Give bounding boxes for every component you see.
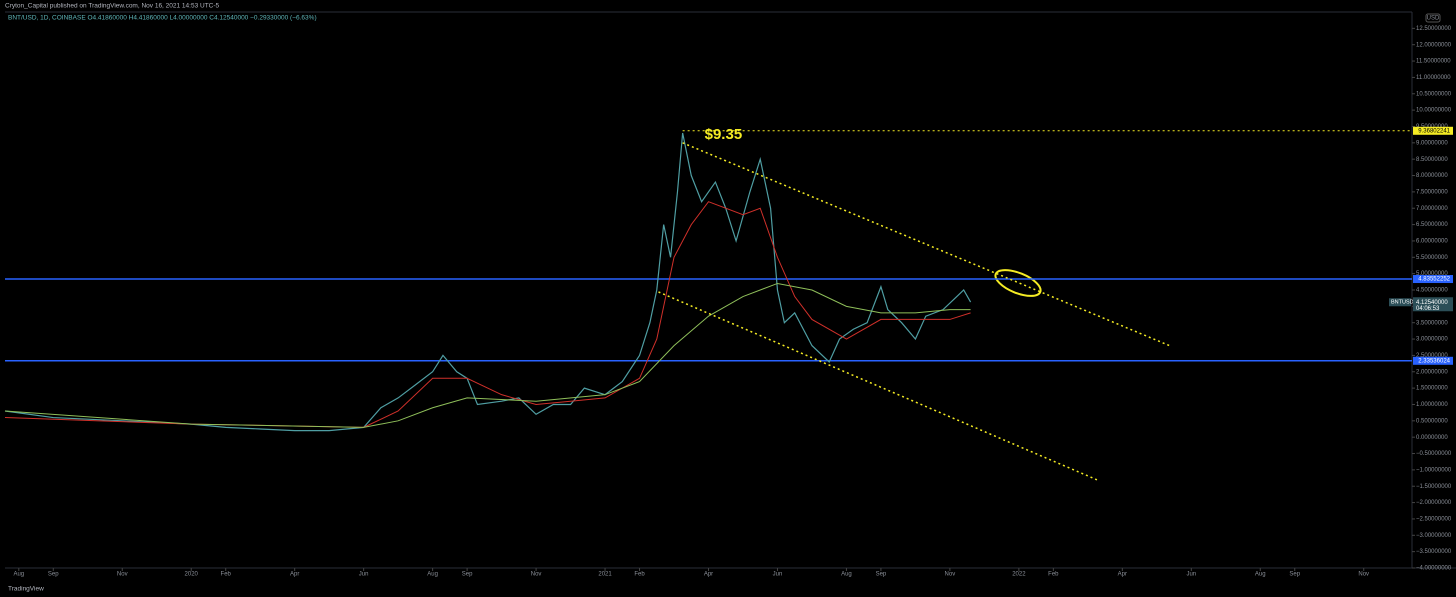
x-tick-label: Feb: [634, 572, 645, 578]
y-tick-label: 11.50000000: [1416, 59, 1451, 65]
y-tick-label: 7.50000000: [1416, 189, 1448, 195]
currency-box: [1425, 13, 1441, 23]
y-tick-label: 3.50000000: [1416, 320, 1448, 326]
x-tick-label: Aug: [13, 572, 24, 578]
x-tick-label: Feb: [1048, 572, 1059, 578]
x-tick-label: Jun: [1186, 572, 1196, 578]
symbol-legend: BNT/USD, 1D, COINBASE O4.41860000 H4.418…: [8, 15, 317, 22]
y-tick-label: −1.50000000: [1416, 484, 1452, 490]
y-tick-label: −2.50000000: [1416, 517, 1452, 523]
y-tick-label: −1.00000000: [1416, 467, 1452, 473]
y-tick-label: 6.50000000: [1416, 222, 1448, 228]
price-line: [4, 132, 972, 432]
x-tick-label: Nov: [117, 572, 128, 578]
trendline: [682, 142, 1171, 347]
y-tick-label: −4.00000000: [1416, 566, 1452, 572]
price-tag: [1413, 297, 1453, 312]
x-tick-label: 2021: [598, 572, 612, 578]
x-tick-label: Sep: [876, 572, 887, 578]
y-tick-label: 9.00000000: [1416, 140, 1448, 146]
y-tick-label: 11.00000000: [1416, 75, 1451, 81]
annotation: $9.35: [705, 126, 743, 143]
y-tick-label: 0.50000000: [1416, 418, 1448, 424]
currency: USD: [1427, 16, 1440, 22]
y-tick-label: 2.50000000: [1416, 353, 1448, 359]
y-tick-label: 12.50000000: [1416, 26, 1452, 32]
y-tick-label: −0.50000000: [1416, 451, 1452, 457]
x-tick-label: Jun: [773, 572, 783, 578]
y-tick-label: 2.00000000: [1416, 369, 1448, 375]
symbol-tag: [1389, 298, 1411, 307]
y-tick-label: 8.00000000: [1416, 173, 1448, 179]
x-tick-label: Sep: [462, 572, 473, 578]
price-line: [4, 201, 971, 428]
level-label: 4.83552252: [1418, 277, 1450, 283]
level-tag: [1413, 275, 1453, 284]
x-tick-label: Nov: [1358, 572, 1369, 578]
x-tick-label: Nov: [945, 572, 956, 578]
level-tag: [1413, 126, 1453, 135]
y-tick-label: 1.00000000: [1416, 402, 1448, 408]
highlight-ellipse: [994, 269, 1042, 297]
level-tag: [1413, 356, 1453, 365]
price-line: [4, 282, 971, 428]
x-tick-label: 2020: [185, 572, 199, 578]
y-tick-label: −3.50000000: [1416, 549, 1452, 555]
symbol-tag-label: BNTUSD: [1391, 300, 1414, 306]
price-tag-label: 4.12540000: [1416, 300, 1448, 306]
y-tick-label: 10.50000000: [1416, 91, 1452, 97]
y-tick-label: 6.00000000: [1416, 239, 1448, 245]
y-tick-label: 0.00000000: [1416, 435, 1448, 441]
y-tick-label: 10.00000000: [1416, 108, 1452, 114]
x-tick-label: Jun: [359, 572, 369, 578]
x-tick-label: Feb: [221, 572, 232, 578]
publisher: Cryton_Capital published on TradingView.…: [5, 3, 220, 10]
x-tick-label: Apr: [1118, 572, 1127, 578]
x-tick-label: Aug: [427, 572, 438, 578]
y-tick-label: −3.00000000: [1416, 533, 1452, 539]
y-tick-label: 12.00000000: [1416, 42, 1452, 48]
y-tick-label: −2.00000000: [1416, 500, 1452, 506]
x-tick-label: Sep: [48, 572, 59, 578]
y-tick-label: 7.00000000: [1416, 206, 1448, 212]
level-label: 2.33536024: [1418, 358, 1450, 364]
y-tick-label: 3.00000000: [1416, 337, 1448, 343]
x-tick-label: Nov: [531, 572, 542, 578]
y-tick-label: 8.50000000: [1416, 157, 1448, 163]
brand[interactable]: TradingView: [8, 586, 44, 593]
level-label: 9.36802241: [1418, 128, 1450, 134]
price-tag-countdown: 04:06:53: [1416, 306, 1440, 312]
x-tick-label: Apr: [290, 572, 299, 578]
x-tick-label: Apr: [704, 572, 713, 578]
x-tick-label: Sep: [1289, 572, 1300, 578]
y-tick-label: 5.50000000: [1416, 255, 1448, 261]
y-tick-label: 1.50000000: [1416, 386, 1448, 392]
x-tick-label: Aug: [1255, 572, 1266, 578]
y-tick-label: 4.50000000: [1416, 288, 1448, 294]
x-tick-label: Aug: [841, 572, 852, 578]
x-tick-label: 2022: [1012, 572, 1026, 578]
y-tick-label: 5.00000000: [1416, 271, 1448, 277]
